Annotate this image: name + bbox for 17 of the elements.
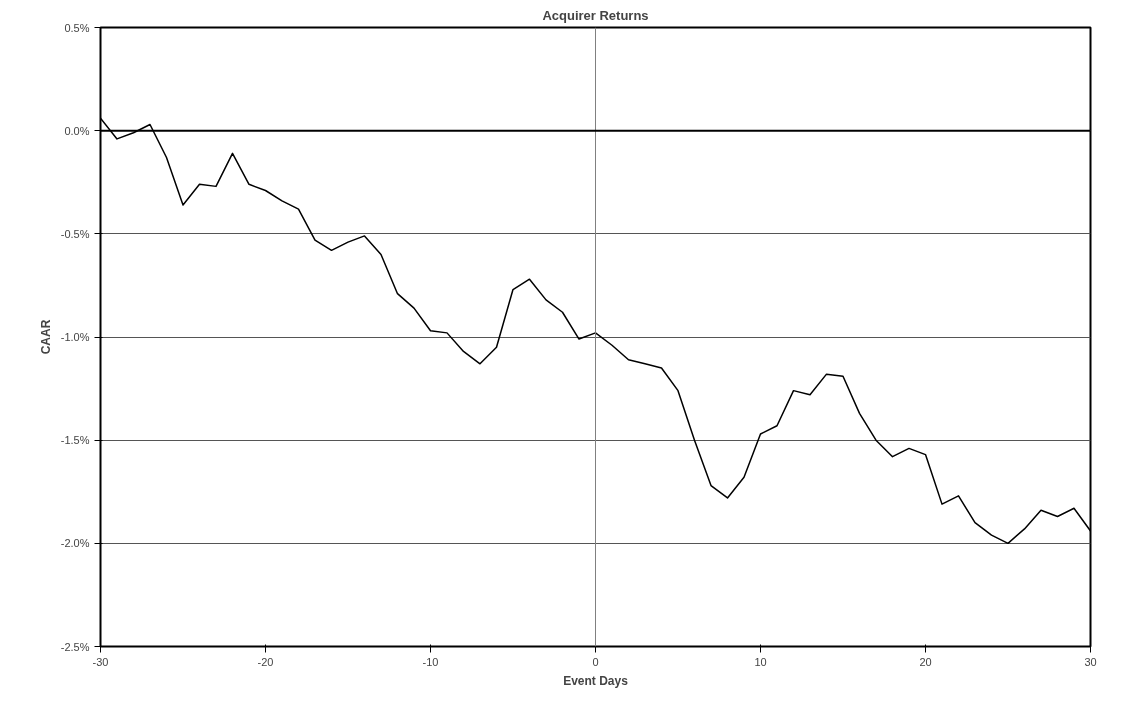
y-tick-label: -2.5% xyxy=(60,640,90,653)
y-tick-label: -1.0% xyxy=(60,331,90,343)
y-tick-label: -0.5% xyxy=(60,227,90,240)
y-tick-label: 0.5% xyxy=(64,21,90,34)
x-tick-label: 0 xyxy=(592,655,599,668)
x-tick-label: -30 xyxy=(92,655,109,668)
x-tick-label: -20 xyxy=(257,655,274,668)
x-tick-label: 20 xyxy=(919,655,932,668)
x-tick-label: 30 xyxy=(1084,655,1097,668)
chart-title: Acquirer Returns xyxy=(542,7,649,23)
y-tick-label: -1.5% xyxy=(60,434,90,447)
y-tick-label: -2.0% xyxy=(60,537,90,550)
x-axis-title: Event Days xyxy=(563,673,629,688)
y-tick-label: 0.0% xyxy=(64,124,90,137)
x-tick-label: -10 xyxy=(422,655,439,668)
y-axis-title: CAAR xyxy=(38,319,53,355)
x-tick-label: 10 xyxy=(754,655,767,668)
